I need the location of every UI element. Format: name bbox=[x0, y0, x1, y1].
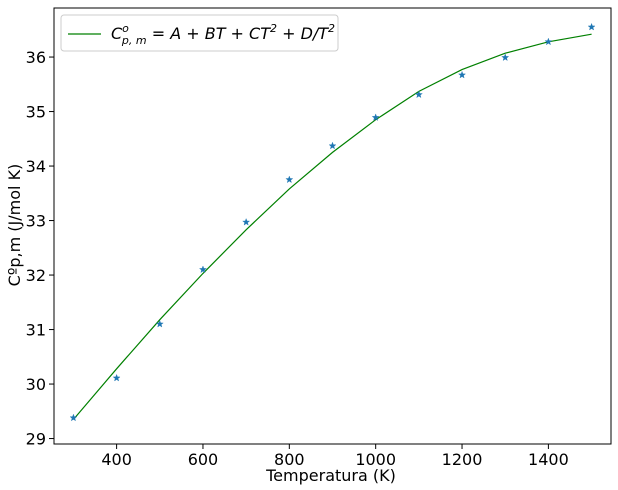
x-tick-label: 400 bbox=[101, 450, 132, 469]
data-point-star bbox=[371, 113, 380, 121]
y-tick-label: 32 bbox=[26, 266, 46, 285]
data-point-star bbox=[112, 373, 121, 382]
legend: Co p, m = A + BT + CT2 + D/T2 bbox=[60, 14, 339, 52]
data-point-star bbox=[328, 141, 337, 150]
data-point-star bbox=[544, 37, 553, 46]
y-tick-label: 36 bbox=[26, 48, 46, 67]
data-point-star bbox=[587, 22, 596, 31]
y-tick-label: 35 bbox=[26, 103, 46, 122]
data-point-star bbox=[458, 70, 467, 79]
x-tick-label: 1400 bbox=[528, 450, 569, 469]
x-tick-label: 1000 bbox=[355, 450, 396, 469]
y-axis: 29 30 31 32 33 34 35 36 bbox=[26, 48, 54, 449]
data-point-star bbox=[242, 218, 251, 226]
data-point-star bbox=[69, 413, 78, 422]
x-tick-label: 800 bbox=[274, 450, 305, 469]
x-tick-label: 1200 bbox=[442, 450, 483, 469]
y-tick-label: 33 bbox=[26, 212, 46, 231]
x-tick-label: 600 bbox=[188, 450, 219, 469]
data-point-star bbox=[155, 319, 164, 328]
y-tick-label: 29 bbox=[26, 430, 46, 449]
data-point-star bbox=[285, 175, 294, 184]
data-point-star bbox=[501, 53, 510, 61]
y-tick-label: 34 bbox=[26, 157, 46, 176]
x-axis: 400 600 800 1000 1200 1400 bbox=[101, 444, 569, 469]
data-point-star bbox=[414, 90, 423, 99]
legend-box bbox=[60, 14, 339, 52]
legend-label: Co p, m = A + BT + CT2 + D/T2 bbox=[111, 22, 335, 47]
y-tick-label: 30 bbox=[26, 375, 46, 394]
plot-area bbox=[53, 7, 612, 445]
y-axis-label: Cºp,m (J/mol K) bbox=[5, 164, 24, 287]
fit-line bbox=[72, 33, 592, 420]
data-point-star bbox=[198, 265, 207, 273]
y-tick-label: 31 bbox=[26, 321, 46, 340]
x-axis-label: Temperatura (K) bbox=[265, 466, 396, 485]
plot-frame bbox=[53, 7, 612, 445]
